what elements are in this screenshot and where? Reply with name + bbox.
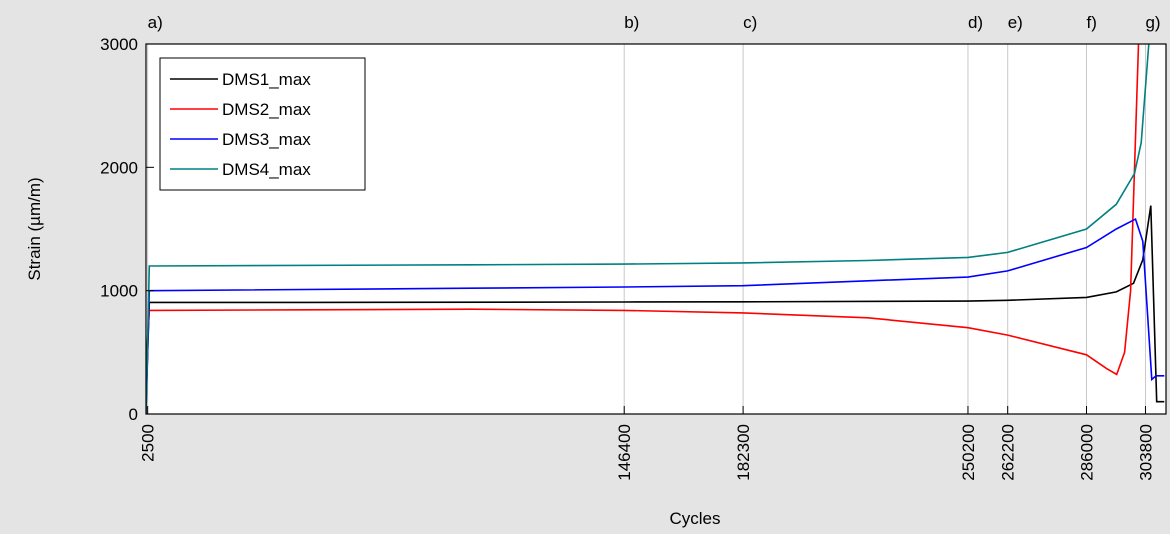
x-tick-label: 303800 <box>1136 424 1155 481</box>
y-axis-label: Strain (µm/m) <box>25 177 44 280</box>
x-axis-label: Cycles <box>669 509 720 528</box>
annotation: a) <box>148 13 163 32</box>
x-tick-label: 262200 <box>999 424 1018 481</box>
annotation: f) <box>1087 13 1097 32</box>
annotation: e) <box>1008 13 1023 32</box>
y-tick-label: 1000 <box>100 282 138 301</box>
y-tick-label: 2000 <box>100 158 138 177</box>
annotation: b) <box>624 13 639 32</box>
legend-label: DMS1_max <box>222 70 311 89</box>
series-line <box>146 205 1165 403</box>
legend-label: DMS2_max <box>222 100 311 119</box>
series-line <box>146 44 1140 376</box>
y-tick-label: 3000 <box>100 35 138 54</box>
series-line <box>146 217 1165 414</box>
x-tick-label: 146400 <box>615 424 634 481</box>
x-tick-label: 182300 <box>734 424 753 481</box>
legend <box>159 57 366 191</box>
x-tick-label: 2500 <box>139 424 158 462</box>
x-tick-label: 286000 <box>1078 424 1097 481</box>
annotation: d) <box>968 13 983 32</box>
annotation: g) <box>1145 13 1160 32</box>
series-line <box>146 44 1150 414</box>
y-tick-label: 0 <box>129 405 138 424</box>
annotation: c) <box>743 13 757 32</box>
plot-frame <box>145 43 1167 415</box>
legend-label: DMS4_max <box>222 160 311 179</box>
legend-label: DMS3_max <box>222 130 311 149</box>
x-tick-label: 250200 <box>959 424 978 481</box>
